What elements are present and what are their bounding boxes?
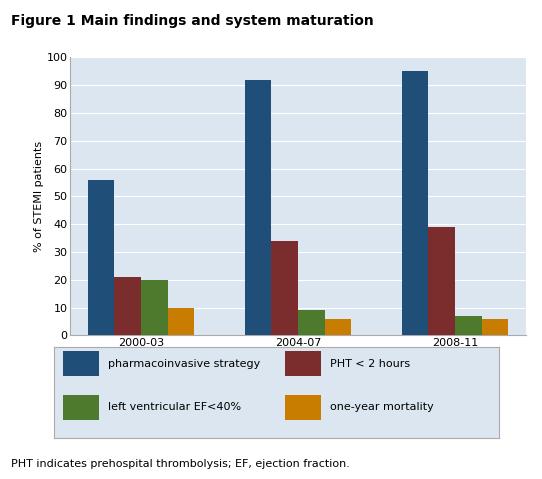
FancyBboxPatch shape [285, 351, 321, 376]
Text: PHT < 2 hours: PHT < 2 hours [330, 359, 410, 369]
FancyBboxPatch shape [63, 351, 99, 376]
Bar [272, 241, 298, 335]
Bar [245, 80, 272, 335]
Text: Figure 1 Main findings and system maturation: Figure 1 Main findings and system matura… [11, 14, 373, 28]
FancyBboxPatch shape [63, 395, 99, 420]
Bar [88, 180, 114, 335]
Bar [428, 227, 455, 335]
Bar [325, 319, 351, 335]
Bar [482, 319, 508, 335]
Bar [298, 310, 325, 335]
Bar [168, 308, 195, 335]
Bar [455, 316, 482, 335]
Y-axis label: % of STEMI patients: % of STEMI patients [34, 141, 44, 252]
Text: one-year mortality: one-year mortality [330, 402, 434, 412]
Bar [141, 280, 168, 335]
Text: left ventricular EF<40%: left ventricular EF<40% [107, 402, 241, 412]
FancyBboxPatch shape [285, 395, 321, 420]
Bar [402, 71, 428, 335]
Bar [114, 277, 141, 335]
Text: pharmacoinvasive strategy: pharmacoinvasive strategy [107, 359, 260, 369]
Text: PHT indicates prehospital thrombolysis; EF, ejection fraction.: PHT indicates prehospital thrombolysis; … [11, 459, 350, 469]
